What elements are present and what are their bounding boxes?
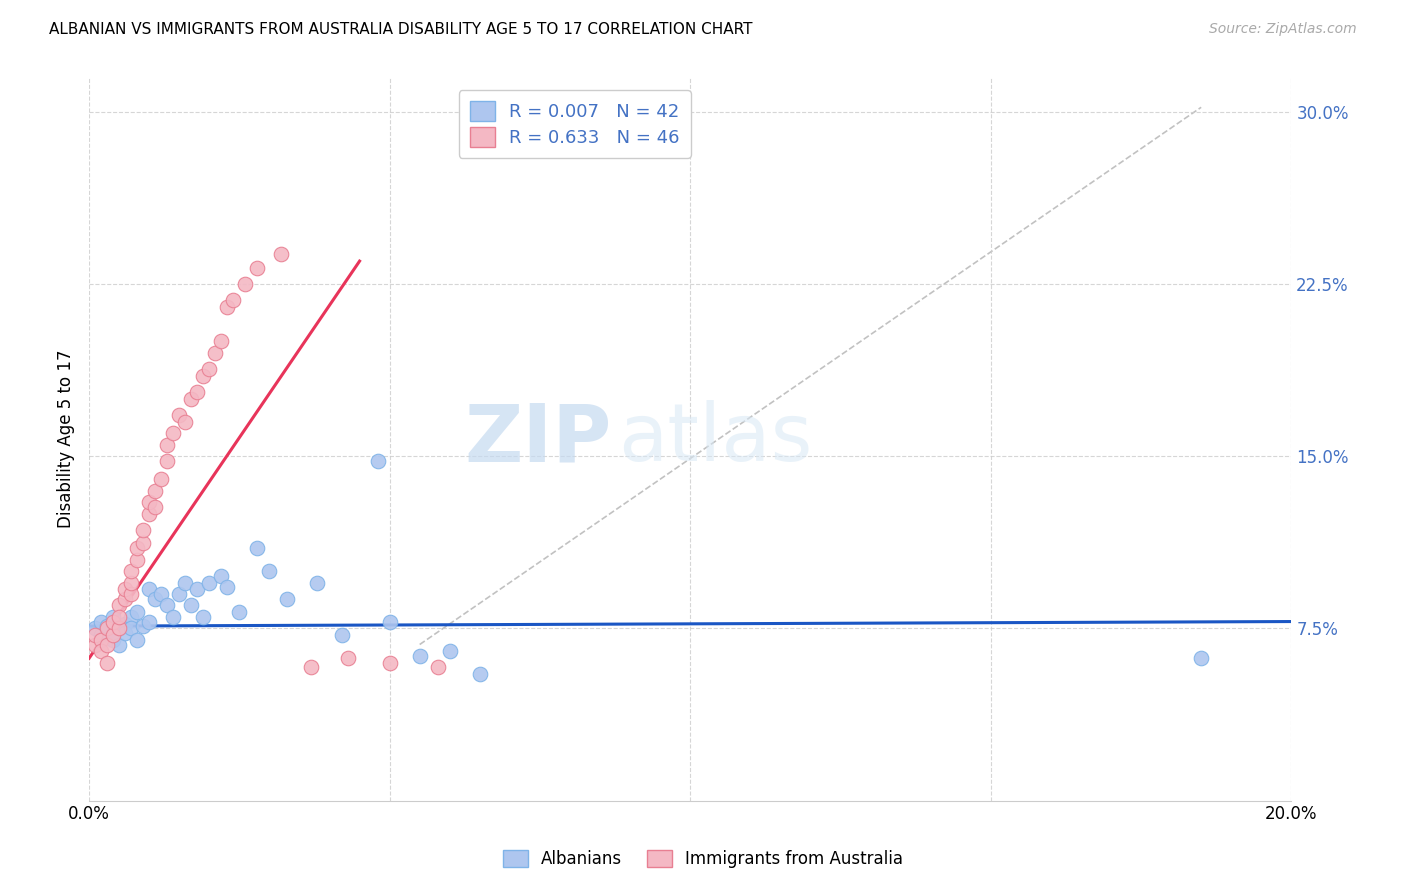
Point — [108, 610, 131, 624]
Text: ZIP: ZIP — [465, 400, 612, 478]
Point — [84, 638, 107, 652]
Point — [186, 582, 208, 597]
Point — [156, 454, 179, 468]
Point — [114, 582, 136, 597]
Point — [90, 632, 112, 647]
Point — [138, 615, 160, 629]
Point — [259, 564, 281, 578]
Point — [127, 552, 149, 566]
Point — [409, 648, 432, 663]
Point — [336, 651, 359, 665]
Text: Source: ZipAtlas.com: Source: ZipAtlas.com — [1209, 22, 1357, 37]
Point — [132, 536, 155, 550]
Point — [174, 575, 197, 590]
Point — [198, 362, 221, 376]
Point — [120, 587, 142, 601]
Point — [180, 392, 202, 406]
Point — [204, 346, 226, 360]
Point — [167, 587, 190, 601]
Point — [120, 564, 142, 578]
Point — [330, 628, 353, 642]
Point — [108, 622, 131, 636]
Point — [90, 644, 112, 658]
Point — [301, 660, 323, 674]
Point — [162, 426, 184, 441]
Point — [138, 582, 160, 597]
Point — [96, 619, 118, 633]
Point — [228, 606, 250, 620]
Text: atlas: atlas — [619, 400, 813, 478]
Point — [101, 628, 124, 642]
Point — [217, 300, 239, 314]
Point — [96, 656, 118, 670]
Point — [108, 622, 131, 636]
Point — [120, 575, 142, 590]
Point — [209, 334, 232, 349]
Point — [193, 610, 215, 624]
Point — [114, 626, 136, 640]
Point — [138, 507, 160, 521]
Point — [127, 541, 149, 555]
Point — [174, 415, 197, 429]
Legend: R = 0.007   N = 42, R = 0.633   N = 46: R = 0.007 N = 42, R = 0.633 N = 46 — [458, 90, 690, 158]
Point — [127, 632, 149, 647]
Y-axis label: Disability Age 5 to 17: Disability Age 5 to 17 — [58, 350, 75, 528]
Point — [439, 644, 461, 658]
Point — [378, 615, 401, 629]
Point — [246, 541, 269, 555]
Point — [1189, 651, 1212, 665]
Point — [276, 591, 298, 606]
Text: ALBANIAN VS IMMIGRANTS FROM AUSTRALIA DISABILITY AGE 5 TO 17 CORRELATION CHART: ALBANIAN VS IMMIGRANTS FROM AUSTRALIA DI… — [49, 22, 752, 37]
Point — [367, 454, 389, 468]
Point — [84, 628, 107, 642]
Point — [217, 580, 239, 594]
Point — [156, 438, 179, 452]
Legend: Albanians, Immigrants from Australia: Albanians, Immigrants from Australia — [496, 843, 910, 875]
Point — [138, 495, 160, 509]
Point — [150, 472, 173, 486]
Point — [186, 384, 208, 399]
Point — [143, 591, 166, 606]
Point — [198, 575, 221, 590]
Point — [132, 523, 155, 537]
Point — [96, 622, 118, 636]
Point — [127, 606, 149, 620]
Point — [307, 575, 329, 590]
Point — [426, 660, 449, 674]
Point — [222, 293, 245, 307]
Point — [180, 599, 202, 613]
Point — [378, 656, 401, 670]
Point — [235, 277, 257, 291]
Point — [167, 408, 190, 422]
Point — [132, 619, 155, 633]
Point — [162, 610, 184, 624]
Point — [156, 599, 179, 613]
Point — [120, 610, 142, 624]
Point — [84, 622, 107, 636]
Point — [96, 638, 118, 652]
Point — [120, 622, 142, 636]
Point — [468, 667, 491, 681]
Point — [101, 632, 124, 647]
Point — [246, 260, 269, 275]
Point — [143, 500, 166, 514]
Point — [143, 483, 166, 498]
Point — [108, 638, 131, 652]
Point — [270, 247, 292, 261]
Point — [150, 587, 173, 601]
Point — [114, 616, 136, 631]
Point — [96, 626, 118, 640]
Point — [114, 591, 136, 606]
Point — [193, 368, 215, 383]
Point — [209, 568, 232, 582]
Point — [108, 599, 131, 613]
Point — [90, 615, 112, 629]
Point — [101, 615, 124, 629]
Point — [90, 628, 112, 642]
Point — [101, 610, 124, 624]
